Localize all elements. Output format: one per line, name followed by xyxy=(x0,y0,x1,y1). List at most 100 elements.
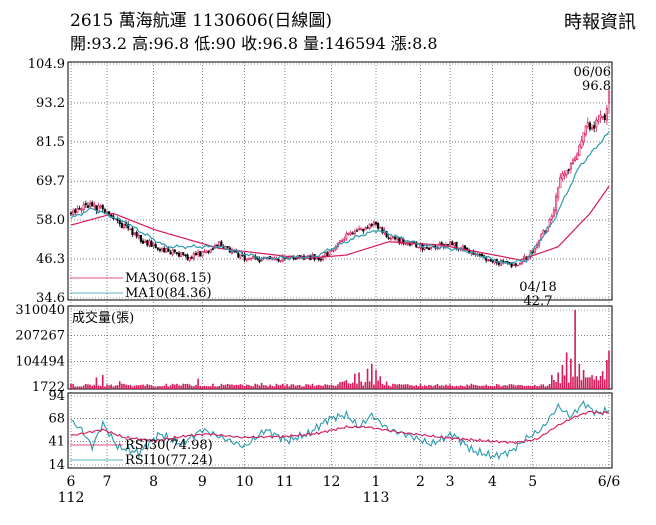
month-tick-label: 9 xyxy=(198,474,207,490)
volume-bar xyxy=(438,385,441,389)
volume-bar xyxy=(106,384,108,389)
candle-body xyxy=(586,122,589,127)
volume-bar xyxy=(267,386,269,389)
volume-bar xyxy=(271,385,274,389)
volume-bar xyxy=(193,386,195,389)
volume-bar xyxy=(603,379,606,389)
volume-bar xyxy=(536,386,538,389)
candle-body xyxy=(567,169,570,171)
candle-body xyxy=(135,232,138,237)
volume-bar xyxy=(154,386,157,389)
candle-body xyxy=(559,176,562,188)
candle-body xyxy=(358,228,361,230)
volume-bar xyxy=(237,384,240,389)
volume-bar xyxy=(489,386,492,389)
candle-body xyxy=(366,227,369,229)
candle-body xyxy=(542,230,545,235)
volume-bar xyxy=(275,383,278,389)
month-tick-label: 5 xyxy=(528,474,537,490)
volume-tick-label: 1722 xyxy=(32,380,65,395)
candle-body xyxy=(554,195,558,212)
candle-body xyxy=(137,235,140,238)
volume-bar xyxy=(341,381,343,389)
volume-bar xyxy=(368,381,371,389)
volume-bar xyxy=(413,385,415,389)
volume-bar xyxy=(146,384,149,389)
candle-body xyxy=(497,262,500,265)
volume-bar xyxy=(349,383,352,389)
volume-bar xyxy=(318,384,320,389)
volume-bar xyxy=(434,385,437,389)
candle-body xyxy=(177,252,181,257)
price-tick-label: 104.9 xyxy=(28,57,65,72)
volume-bar xyxy=(483,385,485,389)
volume-bar xyxy=(195,385,197,389)
volume-bar xyxy=(91,385,93,389)
ohlc-item: 漲:8.8 xyxy=(390,34,438,53)
low-price-label: 42.7 xyxy=(524,294,553,309)
candle-body xyxy=(353,231,356,235)
volume-bar xyxy=(472,384,475,389)
candle-body xyxy=(463,245,467,249)
volume-bar xyxy=(538,385,540,389)
volume-bar xyxy=(548,384,551,389)
volume-bar xyxy=(360,381,362,389)
volume-bar xyxy=(591,375,593,389)
month-tick-label: 10 xyxy=(236,474,254,490)
candle-body xyxy=(430,247,433,249)
volume-bar xyxy=(273,386,276,389)
candle-body xyxy=(343,239,346,241)
candle-body xyxy=(368,224,371,229)
volume-bar xyxy=(379,376,382,389)
volume-bar xyxy=(345,379,348,389)
candle-body xyxy=(173,249,176,253)
year-tick-label: 112 xyxy=(58,490,85,506)
volume-bar xyxy=(322,385,324,389)
volume-bar xyxy=(313,386,316,389)
volume-bar xyxy=(197,378,199,389)
candle-body xyxy=(328,251,331,256)
volume-bar xyxy=(606,359,608,389)
volume-bar xyxy=(184,383,187,389)
candle-body xyxy=(146,240,149,246)
volume-bar xyxy=(212,383,214,389)
volume-bar xyxy=(510,384,513,389)
candle-body xyxy=(216,244,219,247)
legend-rsi30: RSI30(74.98) xyxy=(125,438,213,453)
volume-bar xyxy=(570,358,572,389)
volume-bar xyxy=(161,386,163,389)
volume-bar xyxy=(370,363,373,389)
volume-bar xyxy=(406,384,409,389)
candle-body xyxy=(360,227,363,230)
candle-body xyxy=(341,240,344,242)
volume-bar xyxy=(521,385,523,389)
volume-bar xyxy=(464,386,466,389)
volume-bar xyxy=(578,363,581,389)
candle-body xyxy=(351,232,354,235)
volume-bar xyxy=(279,385,282,389)
ohlc-summary: 開:93.2 高:96.8 低:90 收:96.8 量:146594 漲:8.8 xyxy=(70,30,438,54)
volume-bar xyxy=(178,385,180,389)
candle-body xyxy=(139,234,142,242)
candle-body xyxy=(144,241,147,243)
ohlc-item: 收:96.8 xyxy=(241,34,304,53)
volume-bar xyxy=(101,374,104,389)
candle-body xyxy=(167,248,170,252)
month-tick-label: 12 xyxy=(323,474,341,490)
candle-body xyxy=(451,241,454,246)
volume-bar xyxy=(95,377,98,389)
candle-body xyxy=(80,208,83,211)
volume-bar xyxy=(347,383,350,389)
candle-body xyxy=(372,221,375,225)
candle-body xyxy=(86,205,89,208)
legend-ma30: MA30(68.15) xyxy=(125,271,212,286)
candle-body xyxy=(603,114,606,120)
candle-body xyxy=(417,246,420,249)
volume-bar xyxy=(531,385,534,389)
volume-bar xyxy=(254,383,257,389)
candle-body xyxy=(427,247,431,250)
candle-body xyxy=(118,220,121,225)
volume-bar xyxy=(309,385,312,389)
volume-bar xyxy=(392,383,394,389)
